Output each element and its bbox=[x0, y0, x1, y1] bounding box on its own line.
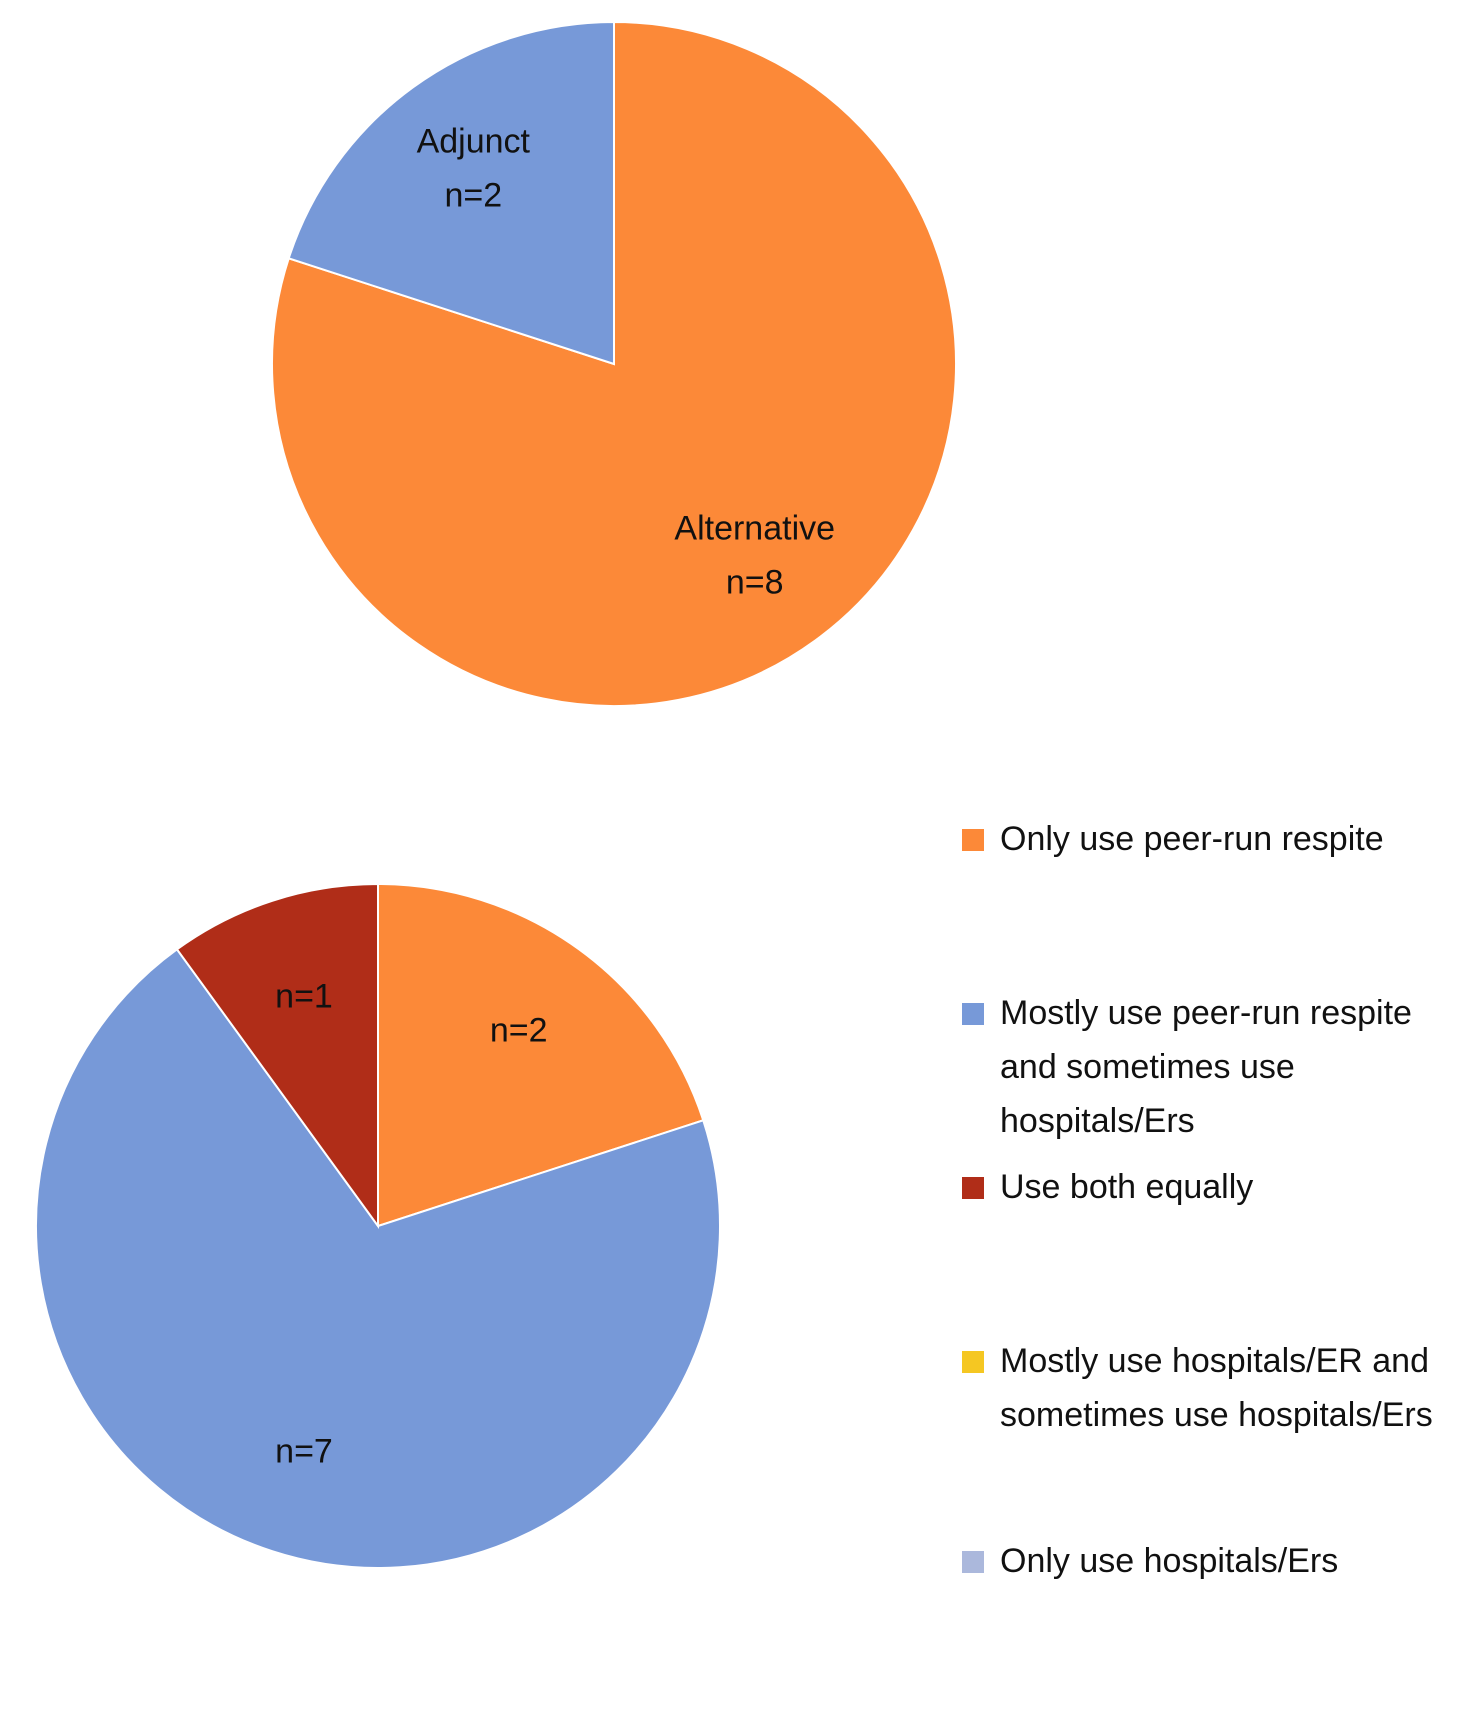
data-label: n=8 bbox=[726, 564, 784, 602]
legend-item: Mostly use peer-run respite and sometime… bbox=[960, 986, 1440, 1148]
legend-label: Mostly use hospitals/ER and sometimes us… bbox=[1000, 1342, 1433, 1434]
legend-swatch bbox=[962, 1003, 984, 1025]
legend-label: Use both equally bbox=[1000, 1168, 1254, 1206]
legend-item: Mostly use hospitals/ER and sometimes us… bbox=[960, 1334, 1440, 1442]
data-label: n=1 bbox=[275, 977, 333, 1015]
pie-slice bbox=[377, 882, 705, 1228]
legend-swatch bbox=[962, 829, 984, 851]
data-label: n=2 bbox=[444, 176, 502, 214]
data-label: n=2 bbox=[490, 1011, 548, 1049]
legend-item: Only use hospitals/Ers bbox=[960, 1534, 1440, 1588]
legend-label: Mostly use peer-run respite and sometime… bbox=[1000, 994, 1412, 1140]
legend-swatch bbox=[962, 1551, 984, 1573]
legend-item: Use both equally bbox=[960, 1160, 1440, 1214]
legend-label: Only use peer-run respite bbox=[1000, 820, 1384, 858]
pie-slice bbox=[175, 882, 379, 1230]
pie-slice bbox=[287, 20, 615, 366]
data-label: n=7 bbox=[275, 1433, 333, 1471]
legend-swatch bbox=[962, 1351, 984, 1373]
slice-category: Adjunct bbox=[417, 122, 531, 160]
legend-swatch bbox=[962, 1177, 984, 1199]
legend-label: Only use hospitals/Ers bbox=[1000, 1542, 1339, 1580]
slice-category: Alternative bbox=[674, 510, 835, 548]
legend-item: Only use peer-run respite bbox=[960, 812, 1440, 866]
pie-slice bbox=[34, 947, 721, 1570]
